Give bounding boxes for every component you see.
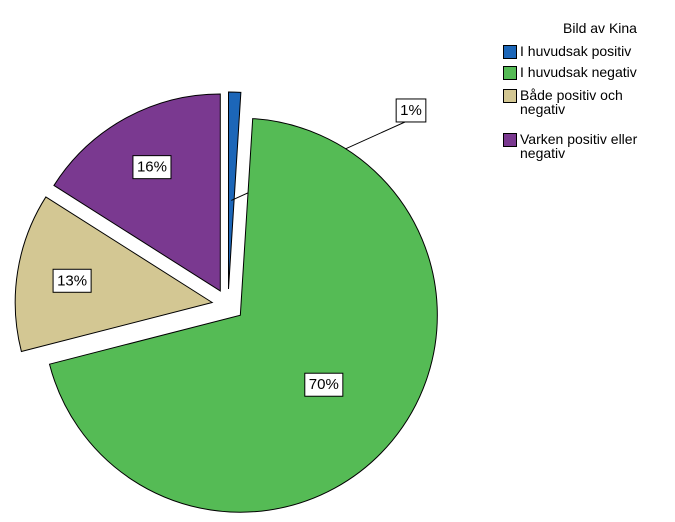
pie-slice <box>228 91 242 290</box>
legend-title: Bild av Kina <box>563 20 637 36</box>
pie-slice <box>14 196 214 353</box>
data-label-box <box>52 268 92 293</box>
legend-swatch <box>503 133 517 147</box>
legend-swatch <box>503 89 517 103</box>
data-label-box <box>304 372 344 397</box>
legend-label: I huvudsak negativ <box>520 64 637 80</box>
data-label: 13% <box>57 272 87 289</box>
pie-slice <box>53 93 221 292</box>
data-label: 16% <box>137 159 167 176</box>
data-label-box <box>132 155 172 180</box>
legend-label: I huvudsak positiv <box>520 43 632 59</box>
legend-swatch <box>503 45 517 59</box>
data-label: 70% <box>309 376 339 393</box>
legend-label: Både positiv och negativ <box>520 87 623 117</box>
data-label: 1% <box>400 102 422 119</box>
legend-swatch <box>503 66 517 80</box>
pie-slice <box>48 118 438 513</box>
legend-label: Varken positiv eller negativ <box>520 131 638 161</box>
data-label-box <box>395 98 427 123</box>
